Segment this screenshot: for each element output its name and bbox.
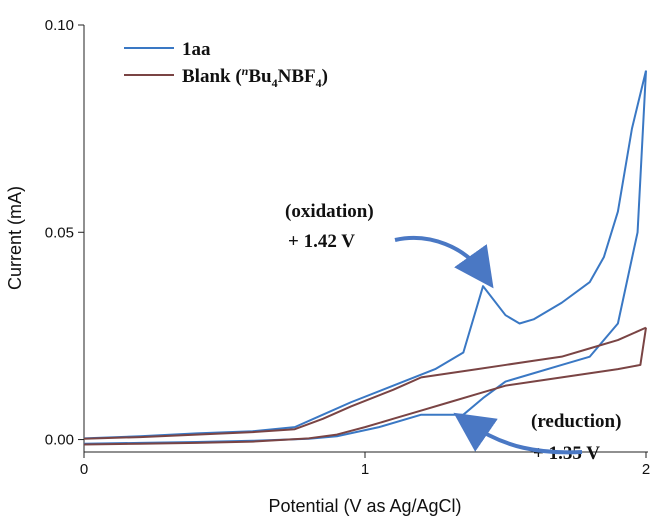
legend: 1aa Blank (nBu4NBF4) — [124, 39, 328, 90]
oxidation-arrow — [394, 235, 494, 289]
legend-label-1aa: 1aa — [182, 39, 211, 60]
y-tick-label: 0.05 — [45, 224, 74, 241]
ticks: 0 1 2 0.00 0.05 0.10 — [45, 17, 650, 478]
x-tick-label: 0 — [80, 461, 88, 478]
legend-label-blank: Blank (nBu4NBF4) — [182, 64, 328, 90]
reduction-label: (reduction) — [531, 411, 621, 432]
oxidation-annotation: (oxidation) + 1.42 V — [285, 201, 494, 289]
series-line-blank-forward — [83, 326, 647, 440]
y-tick-label: 0.10 — [45, 17, 74, 34]
series-line-blank-reverse — [83, 327, 647, 446]
series-line-1aa-reverse — [83, 70, 647, 445]
x-axis-title: Potential (V as Ag/AgCl) — [268, 496, 461, 516]
axes — [83, 25, 648, 453]
x-tick-label: 2 — [642, 461, 650, 478]
y-tick-label: 0.00 — [45, 432, 74, 449]
reduction-annotation: (reduction) + 1.35 V — [453, 411, 621, 464]
reduction-arrow — [453, 412, 583, 455]
series-line-1aa-forward — [83, 70, 647, 440]
x-tick-label: 1 — [361, 461, 369, 478]
oxidation-label: (oxidation) — [285, 201, 374, 222]
series-layer — [83, 70, 647, 446]
oxidation-value: + 1.42 V — [288, 231, 355, 252]
y-axis-title: Current (mA) — [5, 186, 25, 290]
